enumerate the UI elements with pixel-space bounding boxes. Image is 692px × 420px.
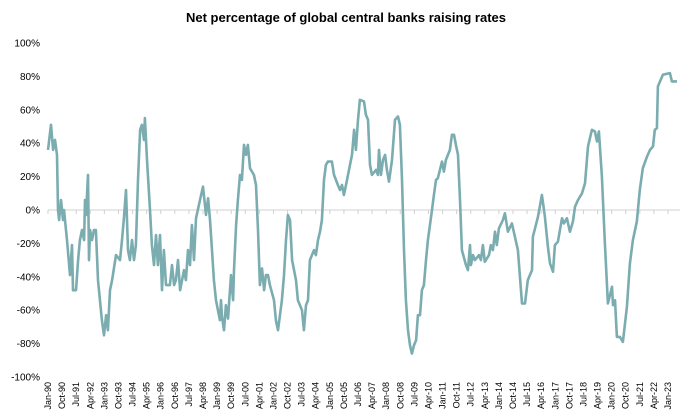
x-tick-label: Apr-16 (536, 382, 546, 409)
x-tick-label: Apr-22 (649, 382, 659, 409)
x-tick-label: Oct-90 (57, 382, 67, 409)
y-tick-label: 100% (14, 39, 40, 50)
x-tick-label: Oct-08 (395, 382, 405, 409)
x-tick-label: Apr-01 (254, 382, 264, 409)
y-tick-label: -100% (11, 373, 40, 384)
y-tick-label: 0% (26, 206, 41, 217)
y-tick-label: 20% (20, 172, 40, 183)
x-tick-label: Jan-11 (438, 382, 448, 409)
x-axis: Jan-90 Oct-90 Jul-91 Apr-92 Jan-93 Oct-93 Jul-… (43, 209, 680, 410)
x-tick-label: Oct-02 (283, 382, 293, 409)
x-tick-label: Jan-14 (494, 382, 504, 410)
x-tick-label: Oct-11 (452, 382, 462, 408)
x-tick-label: Jul-97 (184, 382, 194, 407)
x-tick-label: Jul-18 (578, 382, 588, 407)
x-tick-label: Jul-12 (466, 382, 476, 407)
x-tick-label: Jan-99 (212, 382, 222, 410)
x-tick-label: Jan-08 (381, 382, 391, 410)
x-tick-label: Jul-03 (297, 382, 307, 407)
y-tick-label: -20% (17, 239, 40, 250)
x-tick-label: Apr-07 (367, 382, 377, 409)
y-axis: 100% 80% 60% 40% 20% 0% -20% -40% -60% -80% -100% (11, 39, 40, 384)
series-group (46, 71, 677, 355)
x-tick-label: Apr-19 (593, 382, 603, 409)
chart-title: Net percentage of global central banks r… (186, 10, 506, 25)
x-tick-label: Oct-14 (508, 382, 518, 409)
x-tick-label: Jan-05 (325, 382, 335, 410)
x-tick-label: Jan-02 (268, 382, 278, 410)
x-tick-label: Apr-92 (85, 382, 95, 409)
x-tick-label: Jan-20 (607, 382, 617, 410)
x-tick-label: Apr-95 (142, 382, 152, 409)
x-tick-label: Oct-20 (621, 382, 631, 409)
x-tick-label: Jan-17 (550, 382, 560, 410)
x-tick-label: Jul-00 (240, 382, 250, 407)
x-tick-label: Apr-98 (198, 382, 208, 409)
y-tick-label: -80% (17, 339, 40, 350)
x-tick-label: Apr-13 (480, 382, 490, 409)
x-tick-label: Jan-23 (663, 382, 673, 410)
x-tick-label: Jul-21 (635, 382, 645, 407)
x-tick-label: Jul-06 (353, 382, 363, 407)
x-tick-label: Jan-90 (43, 382, 53, 410)
x-tick-label: Jan-96 (156, 382, 166, 410)
x-tick-label: Oct-93 (113, 382, 123, 409)
x-tick-label: Apr-10 (423, 382, 433, 409)
y-tick-label: 40% (20, 139, 40, 150)
x-tick-label: Jul-94 (128, 382, 138, 407)
x-tick-label: Jul-91 (71, 382, 81, 407)
x-tick-label: Apr-04 (311, 382, 321, 409)
x-tick-label: Oct-17 (564, 382, 574, 409)
y-tick-label: -40% (17, 272, 40, 283)
x-tick-label: Jul-15 (522, 382, 532, 407)
y-tick-label: -60% (17, 306, 40, 317)
x-tick-label: Jul-09 (409, 382, 419, 407)
y-tick-label: 80% (20, 72, 40, 83)
x-tick-label: Oct-99 (226, 382, 236, 409)
x-tick-label: Oct-96 (170, 382, 180, 409)
y-tick-label: 60% (20, 105, 40, 116)
series-line (46, 71, 677, 355)
x-tick-label: Jan-93 (99, 382, 109, 410)
x-tick-label: Oct-05 (339, 382, 349, 409)
